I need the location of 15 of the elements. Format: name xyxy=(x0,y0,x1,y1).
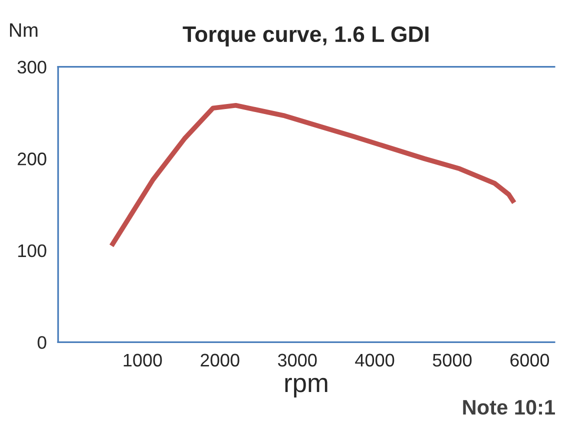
y-axis-title: Nm xyxy=(10,23,38,37)
x-tick-label: 1000 xyxy=(124,354,162,367)
x-tick-label: 2000 xyxy=(200,354,240,367)
text: Note 10:1 xyxy=(463,400,555,415)
chart-title: Torque curve, 1.6 L GDI xyxy=(182,26,428,46)
x-tick-label: 5000 xyxy=(432,354,472,367)
line-series xyxy=(109,102,517,248)
x-tick-label: 4000 xyxy=(355,354,394,367)
y-tick-label: 100 xyxy=(18,244,46,258)
y-tick-label: 300 xyxy=(18,60,46,74)
y-tick-label: 200 xyxy=(18,152,46,166)
x-axis-title: rpm xyxy=(285,378,328,398)
y-tick-label: 0 xyxy=(38,336,46,349)
x-tick-label: 6000 xyxy=(510,354,550,367)
x-tick-label: 3000 xyxy=(278,354,317,367)
